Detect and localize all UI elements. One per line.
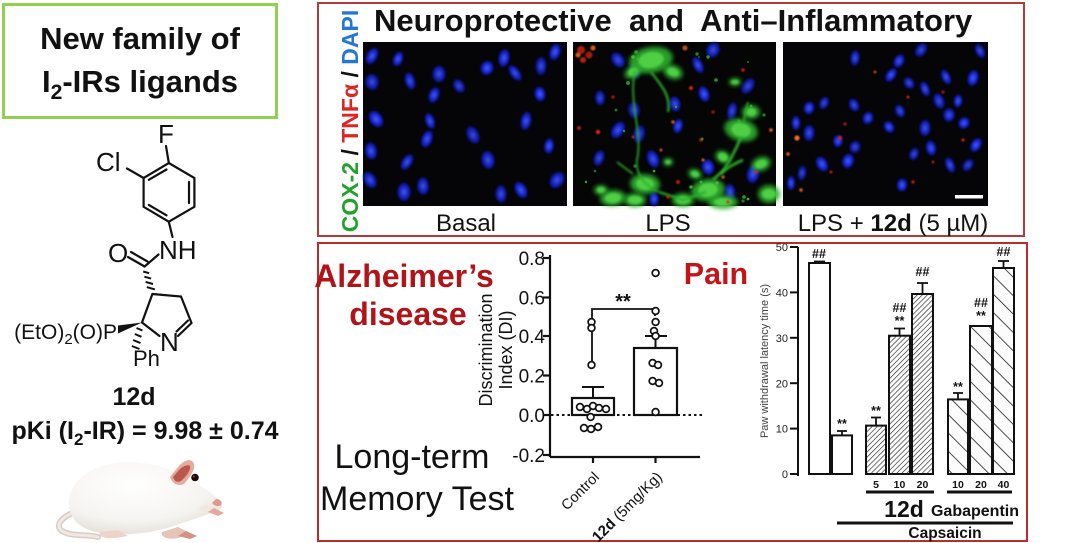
svg-text:**: ** [976,309,986,323]
svg-text:0: 0 [782,469,788,481]
svg-text:**: ** [895,314,905,328]
svg-text:Cl: Cl [96,147,121,177]
svg-text:0.4: 0.4 [519,327,546,348]
svg-text:-0.2: -0.2 [512,446,545,467]
svg-text:Alzheimer’s: Alzheimer’s [314,258,494,294]
svg-text:##: ## [812,247,826,261]
svg-text:0.6: 0.6 [519,289,545,310]
svg-text:**: ** [837,417,847,431]
svg-text:12d: 12d [884,496,924,522]
svg-text:O: O [108,238,128,268]
svg-text:COX-2 / TNFα / DAPI: COX-2 / TNFα / DAPI [337,10,363,232]
svg-text:Control: Control [558,470,602,514]
svg-text:Memory Test: Memory Test [320,480,515,518]
svg-text:Pain: Pain [684,257,748,291]
svg-text:disease: disease [349,296,466,332]
svg-text:10: 10 [776,424,788,436]
svg-text:40: 40 [998,479,1010,491]
svg-text:Discrimination: Discrimination [476,293,496,406]
svg-text:LPS + 12d (5 µM): LPS + 12d (5 µM) [798,210,989,237]
svg-text:N: N [160,327,179,357]
svg-text:0.2: 0.2 [519,367,545,388]
svg-text:50: 50 [776,242,788,254]
svg-text:5: 5 [873,479,879,491]
svg-text:0.8: 0.8 [519,249,545,270]
svg-text:Long-term: Long-term [335,438,490,476]
svg-text:Ph: Ph [133,346,160,371]
svg-text:10: 10 [894,479,906,491]
svg-text:##: ## [893,301,907,315]
svg-text:Capsaicin: Capsaicin [908,525,981,542]
svg-text:20: 20 [776,379,788,391]
svg-text:0.0: 0.0 [519,406,545,427]
svg-text:Gabapentin: Gabapentin [931,503,1019,520]
svg-text:Index (DI): Index (DI) [496,310,516,389]
svg-text:##: ## [997,245,1011,259]
svg-text:LPS: LPS [645,210,690,237]
svg-text:F: F [158,119,174,149]
svg-text:**: ** [615,291,631,313]
svg-text:(EtO)2(O)P: (EtO)2(O)P [14,321,117,348]
svg-text:**: ** [953,380,963,394]
svg-text:30: 30 [776,333,788,345]
svg-text:20: 20 [975,479,987,491]
svg-text:##: ## [916,265,930,279]
svg-text:Paw withdrawal latency time (s: Paw withdrawal latency time (s) [759,284,771,438]
svg-text:##: ## [974,296,988,310]
svg-text:40: 40 [776,288,788,300]
svg-text:Basal: Basal [436,210,496,237]
svg-text:10: 10 [952,479,964,491]
svg-text:**: ** [871,404,881,418]
svg-text:NH: NH [159,235,197,265]
svg-text:20: 20 [917,479,929,491]
